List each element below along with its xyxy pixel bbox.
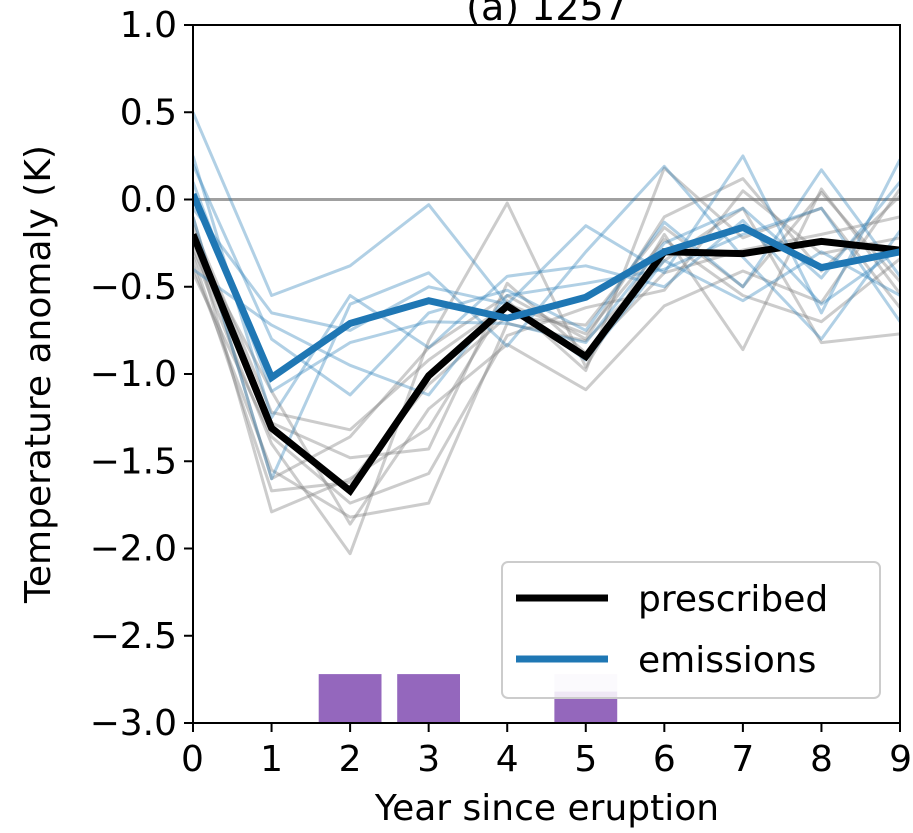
y-tick-label: −2.5	[90, 616, 177, 657]
x-tick-label: 1	[260, 739, 283, 780]
purple-bar-1	[397, 674, 460, 723]
x-ticks: 0 1 2 3 4 5 6 7 8 9	[181, 723, 912, 780]
series-line-emissions	[193, 192, 900, 383]
legend: prescribed emissions	[501, 561, 881, 699]
y-tick-label: 0.5	[120, 92, 177, 133]
y-ticks: 1.0 0.5 0.0 −0.5 −1.0 −1.5 −2.0 −2.5 −3.0	[90, 5, 193, 744]
ensemble-means	[193, 192, 900, 496]
purple-bar-0	[318, 674, 382, 723]
y-tick-label: −1.0	[90, 354, 177, 395]
x-tick-label: 9	[889, 739, 912, 780]
y-tick-label: −0.5	[90, 267, 177, 308]
y-tick-label: 1.0	[120, 5, 177, 46]
member-line-prescribed-1	[193, 166, 900, 514]
member-line-prescribed-6	[193, 215, 900, 460]
member-line-prescribed-8	[193, 189, 900, 505]
y-tick-label: −1.5	[90, 441, 177, 482]
x-tick-label: 3	[417, 739, 440, 780]
y-tick-label: −3.0	[90, 703, 177, 744]
legend-label-prescribed: prescribed	[638, 579, 828, 620]
member-line-emissions-15	[193, 155, 900, 420]
member-line-emissions-9	[193, 111, 900, 315]
member-line-prescribed-7	[193, 191, 900, 493]
x-tick-label: 0	[181, 739, 204, 780]
y-tick-label: 0.0	[120, 180, 177, 221]
x-tick-label: 7	[731, 739, 754, 780]
x-tick-label: 5	[574, 739, 597, 780]
member-line-emissions-11	[193, 164, 900, 481]
chart-title: (a) 1257	[466, 0, 628, 29]
x-tick-label: 4	[496, 739, 519, 780]
x-tick-label: 6	[653, 739, 676, 780]
x-tick-label: 2	[339, 739, 362, 780]
x-axis-label: Year since eruption	[374, 788, 719, 829]
y-axis-label: Temperature anomaly (K)	[18, 145, 59, 604]
x-tick-label: 8	[810, 739, 833, 780]
y-tick-label: −2.0	[90, 529, 177, 570]
member-line-prescribed-5	[193, 225, 900, 432]
member-line-emissions-12	[193, 206, 900, 397]
legend-label-emissions: emissions	[638, 640, 816, 681]
member-line-prescribed-2	[193, 187, 900, 556]
